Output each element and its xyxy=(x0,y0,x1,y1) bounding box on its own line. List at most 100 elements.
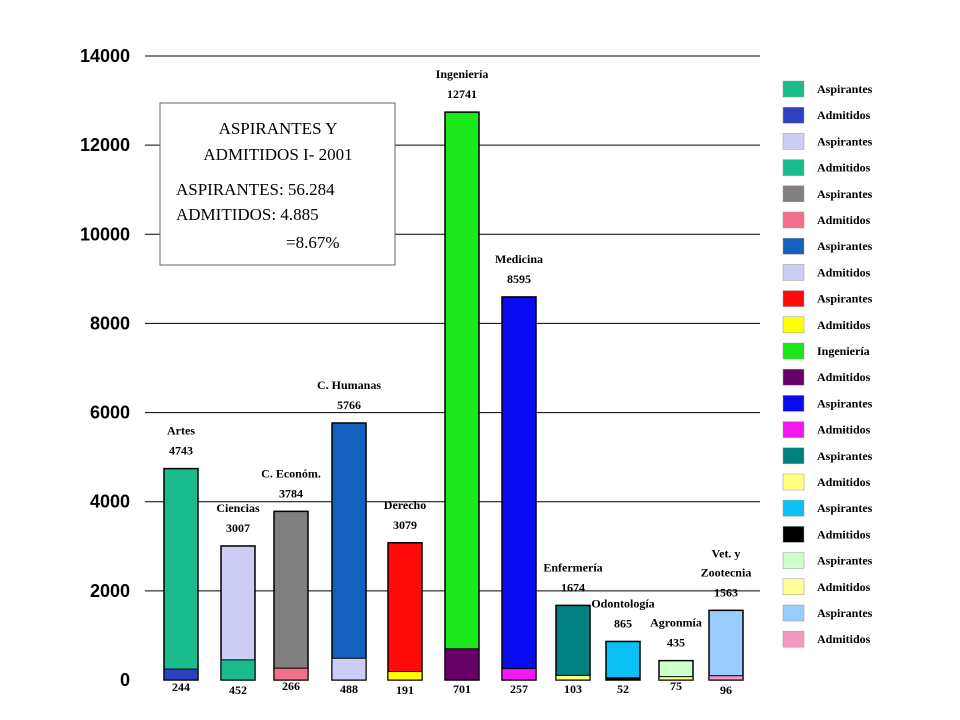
bar-aspirantes xyxy=(555,604,591,681)
legend-swatch xyxy=(782,237,805,255)
legend-swatch xyxy=(782,133,805,150)
summary-title-line-2: ADMITIDOS I- 2001 xyxy=(203,145,352,164)
legend-swatch xyxy=(782,159,805,176)
admitidos-value-label: 191 xyxy=(396,683,414,697)
legend-swatch xyxy=(782,342,805,360)
legend-swatch xyxy=(782,552,805,569)
legend-label: Admitidos xyxy=(817,265,871,279)
category-label: C. Económ. xyxy=(261,466,321,480)
bar-admitidos xyxy=(331,657,367,681)
bar-admitidos xyxy=(273,667,309,681)
y-tick-label: 10000 xyxy=(80,224,130,244)
admitidos-value-label: 257 xyxy=(510,682,528,696)
y-axis-ticks: 0 2000 4000 6000 8000 10000 12000 14000 xyxy=(80,46,130,690)
legend-swatch xyxy=(782,447,805,465)
legend-label: Admitidos xyxy=(817,632,871,646)
summary-box-frame xyxy=(159,102,396,266)
summary-box: ASPIRANTES Y ADMITIDOS I- 2001 ASPIRANTE… xyxy=(159,102,396,266)
bars xyxy=(163,111,744,681)
bar-labels: Artes 4743 244 Ciencias 3007 452 C. Económ. 378… xyxy=(167,67,751,697)
aspirantes-value-label: 1674 xyxy=(561,580,585,594)
legend-label: Aspirantes xyxy=(817,501,873,515)
legend-label: Admitidos xyxy=(817,161,871,175)
legend-swatch xyxy=(782,395,805,412)
y-tick-label: 14000 xyxy=(80,46,130,66)
category-label: Ingeniería xyxy=(436,67,489,81)
legend-swatch xyxy=(782,185,805,203)
bar-admitidos xyxy=(444,648,480,681)
y-tick-label: 12000 xyxy=(80,135,130,155)
category-label: Medicina xyxy=(495,252,543,266)
bar-admitidos xyxy=(220,659,256,681)
y-tick-label: 4000 xyxy=(90,492,130,512)
bar-aspirantes xyxy=(605,640,641,681)
bar-aspirantes xyxy=(387,542,423,681)
legend-swatch xyxy=(782,630,805,648)
legend-label: Admitidos xyxy=(817,423,871,437)
category-label: Vet. y xyxy=(712,546,741,560)
legend-label: Aspirantes xyxy=(817,239,873,253)
legend-swatch xyxy=(782,264,805,281)
category-label: Artes xyxy=(167,424,195,438)
category-label: C. Humanas xyxy=(317,378,381,392)
admitidos-value-label: 103 xyxy=(564,682,582,696)
admitidos-value-label: 266 xyxy=(282,679,300,693)
category-label: Enfermería xyxy=(543,560,602,574)
summary-admitidos: ADMITIDOS: 4.885 xyxy=(176,205,319,224)
legend-swatch xyxy=(782,106,805,124)
legend-swatch xyxy=(782,578,805,596)
legend-swatch xyxy=(782,526,805,543)
legend-swatch xyxy=(782,604,805,622)
legend-label: Admitidos xyxy=(817,108,871,122)
bar-admitidos xyxy=(387,670,423,681)
legend-swatch xyxy=(782,316,805,334)
y-tick-label: 8000 xyxy=(90,313,130,333)
aspirantes-value-label: 435 xyxy=(667,636,685,650)
y-tick-label: 2000 xyxy=(90,581,130,601)
legend-swatch xyxy=(782,368,805,386)
legend-label: Admitidos xyxy=(817,475,871,489)
legend-label: Aspirantes xyxy=(817,187,873,201)
legend-label: Aspirantes xyxy=(817,292,873,306)
bar-admitidos xyxy=(501,668,537,681)
summary-aspirantes: ASPIRANTES: 56.284 xyxy=(176,180,335,199)
legend: Aspirantes Admitidos Aspirantes Admitidos As… xyxy=(782,80,873,648)
legend-swatch xyxy=(782,499,805,517)
legend-swatch xyxy=(782,80,805,98)
bar-aspirantes xyxy=(220,545,256,681)
legend-swatch xyxy=(782,421,805,438)
bar-aspirantes xyxy=(444,111,480,681)
legend-label: Admitidos xyxy=(817,318,871,332)
admitidos-value-label: 701 xyxy=(453,682,471,696)
bar-aspirantes xyxy=(273,510,309,681)
legend-label: Admitidos xyxy=(817,213,871,227)
legend-label: Aspirantes xyxy=(817,82,873,96)
admitidos-value-label: 96 xyxy=(720,683,732,697)
legend-label: Admitidos xyxy=(817,370,871,384)
category-label: Ciencias xyxy=(216,501,260,515)
legend-swatch xyxy=(782,473,805,491)
legend-label: Aspirantes xyxy=(817,449,873,463)
admitidos-value-label: 75 xyxy=(670,679,682,693)
aspirantes-value-label: 865 xyxy=(614,616,632,630)
legend-label: Aspirantes xyxy=(817,396,873,410)
legend-label: Ingeniería xyxy=(817,344,870,358)
admitidos-value-label: 488 xyxy=(340,682,358,696)
bar-aspirantes xyxy=(501,296,537,681)
aspirantes-value-label: 3784 xyxy=(279,486,303,500)
bar-admitidos xyxy=(163,668,199,681)
admitidos-value-label: 452 xyxy=(229,683,247,697)
bar-admitidos xyxy=(708,675,744,681)
bar-aspirantes xyxy=(331,422,367,681)
bar-aspirantes xyxy=(708,609,744,681)
aspirantes-value-label: 3007 xyxy=(226,521,250,535)
legend-label: Aspirantes xyxy=(817,134,873,148)
bar-admitidos xyxy=(658,676,694,681)
aspirantes-value-label: 5766 xyxy=(337,398,361,412)
summary-title-line-1: ASPIRANTES Y xyxy=(219,119,338,138)
category-label: Derecho xyxy=(384,498,426,512)
legend-label: Aspirantes xyxy=(817,606,873,620)
legend-swatch xyxy=(782,290,805,307)
aspirantes-value-label: 3079 xyxy=(393,518,417,532)
